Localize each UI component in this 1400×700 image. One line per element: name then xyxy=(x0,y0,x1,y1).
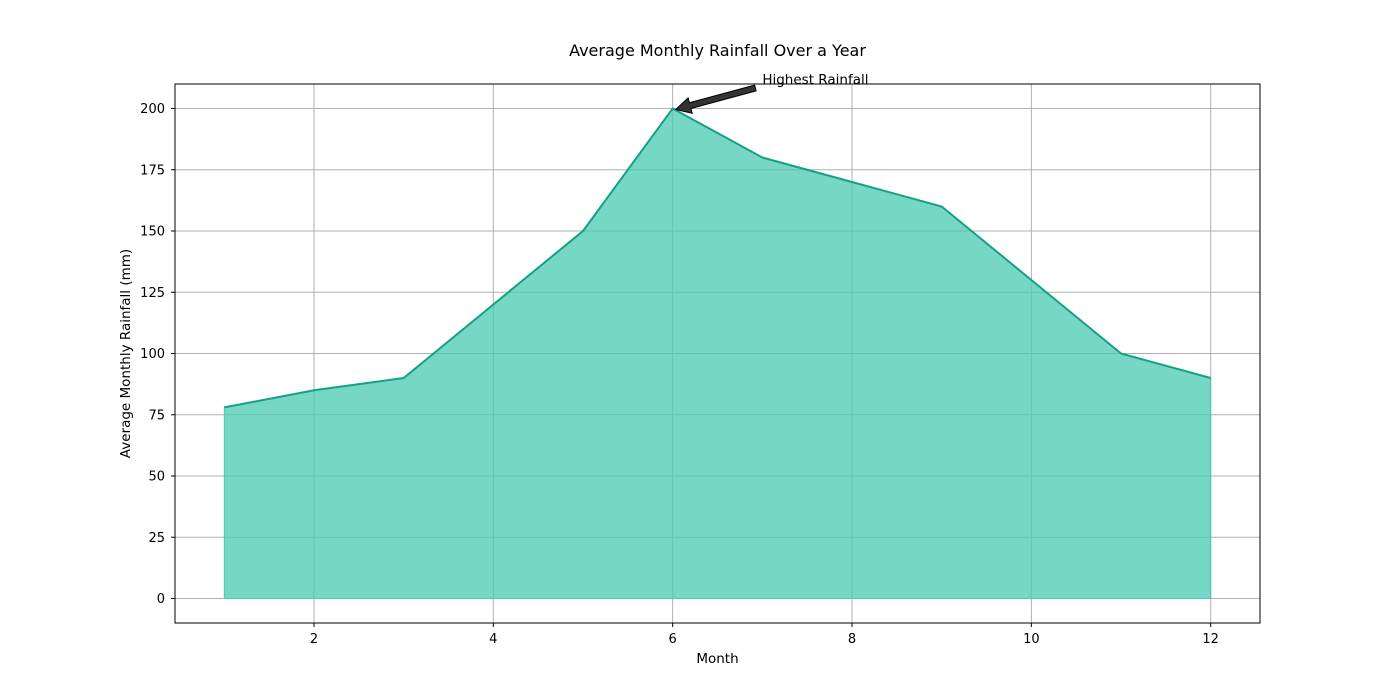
x-tick-label: 10 xyxy=(1023,632,1040,647)
x-tick-label: 2 xyxy=(310,632,318,647)
x-tick-label: 4 xyxy=(489,632,497,647)
x-axis-label: Month xyxy=(696,651,738,667)
x-tick-label: 6 xyxy=(669,632,677,647)
annotation-text: Highest Rainfall xyxy=(762,72,868,88)
y-tick-label: 25 xyxy=(148,531,165,546)
chart-title: Average Monthly Rainfall Over a Year xyxy=(569,41,866,60)
y-tick-label: 75 xyxy=(148,408,165,423)
series-layer xyxy=(223,107,1212,599)
y-tick-label: 0 xyxy=(157,592,165,607)
tick-layer: 2 4 6 8 10 12 0 25 50 75 100 125 150 175 200 xyxy=(140,102,1219,647)
y-tick-label: 50 xyxy=(148,470,165,485)
y-tick-label: 200 xyxy=(140,102,165,117)
y-axis-label: Average Monthly Rainfall (mm) xyxy=(118,249,134,458)
y-tick-label: 150 xyxy=(140,225,165,240)
annotation-layer: Highest Rainfall xyxy=(674,72,868,114)
series-line xyxy=(224,107,1211,409)
annotation-arrow xyxy=(674,84,757,114)
y-tick-label: 125 xyxy=(140,286,165,301)
x-tick-label: 8 xyxy=(848,632,856,647)
y-tick-label: 175 xyxy=(140,163,165,178)
x-tick-label: 12 xyxy=(1202,632,1219,647)
y-tick-label: 100 xyxy=(140,347,165,362)
